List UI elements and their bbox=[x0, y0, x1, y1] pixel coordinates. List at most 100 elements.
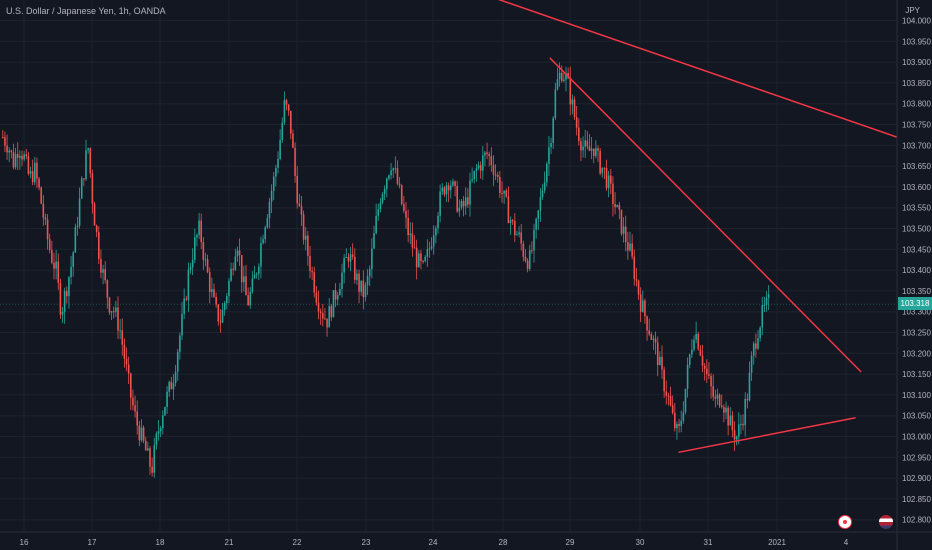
candle-body bbox=[582, 146, 584, 151]
candle-body bbox=[285, 100, 288, 105]
y-tick-label: 103.200 bbox=[902, 349, 931, 358]
candle-body bbox=[595, 148, 597, 156]
candle-body bbox=[298, 203, 301, 206]
x-tick-label: 2021 bbox=[768, 538, 786, 547]
candle-body bbox=[368, 269, 371, 277]
candle-body bbox=[223, 302, 226, 310]
candle-body bbox=[467, 197, 469, 205]
candle-body bbox=[215, 296, 217, 305]
candle-body bbox=[345, 257, 348, 259]
candle-body bbox=[422, 260, 424, 262]
candle-body bbox=[379, 202, 382, 210]
candle-body bbox=[428, 248, 431, 250]
candle-body bbox=[140, 427, 143, 441]
candle-body bbox=[341, 272, 343, 289]
candle-body bbox=[377, 209, 380, 217]
candle-body bbox=[503, 190, 505, 194]
candle-body bbox=[142, 427, 145, 441]
y-tick-label: 103.100 bbox=[902, 391, 931, 400]
candle-body bbox=[752, 343, 755, 356]
candle-body bbox=[83, 178, 85, 180]
candle-body bbox=[644, 300, 646, 317]
candle-body bbox=[277, 158, 279, 168]
candle-body bbox=[354, 256, 356, 280]
candle-body bbox=[319, 311, 322, 314]
candle-body bbox=[179, 335, 181, 352]
y-tick-label: 102.800 bbox=[902, 516, 931, 525]
candle-body bbox=[166, 391, 168, 407]
candle-body bbox=[10, 150, 13, 153]
candle-body bbox=[733, 430, 736, 440]
candle-body bbox=[136, 411, 138, 426]
candle-body bbox=[386, 178, 388, 189]
candle-body bbox=[351, 254, 354, 257]
candle-body bbox=[676, 423, 678, 429]
candle-body bbox=[597, 148, 599, 151]
candle-body bbox=[486, 152, 488, 154]
candle-body bbox=[147, 448, 149, 451]
candle-body bbox=[398, 183, 401, 186]
candle-body bbox=[196, 235, 198, 238]
candle-body bbox=[155, 433, 158, 446]
us-flag-icon[interactable] bbox=[879, 515, 893, 529]
candle-body bbox=[629, 243, 631, 251]
y-tick-label: 103.000 bbox=[902, 433, 931, 442]
y-tick-label: 103.850 bbox=[902, 79, 931, 88]
candle-body bbox=[731, 415, 734, 431]
candle-body bbox=[539, 197, 542, 211]
candle-body bbox=[712, 386, 714, 397]
candle-body bbox=[202, 242, 205, 260]
candle-body bbox=[464, 197, 467, 207]
candle-body bbox=[475, 168, 478, 171]
candle-body bbox=[266, 218, 269, 228]
y-tick-label: 103.150 bbox=[902, 370, 931, 379]
candle-body bbox=[437, 215, 439, 229]
candle-body bbox=[554, 89, 557, 118]
candle-body bbox=[110, 311, 113, 313]
candle-body bbox=[23, 154, 25, 160]
trendline-3 bbox=[678, 417, 856, 454]
candle-body bbox=[430, 246, 433, 249]
y-tick-label: 104.000 bbox=[902, 17, 931, 26]
candle-body bbox=[366, 276, 369, 285]
candle-body bbox=[72, 252, 74, 267]
x-tick-label: 16 bbox=[20, 538, 29, 547]
candle-body bbox=[603, 167, 606, 169]
candle-body bbox=[34, 162, 36, 183]
candle-body bbox=[708, 374, 710, 376]
candle-body bbox=[66, 290, 68, 297]
candle-body bbox=[134, 405, 136, 412]
candle-body bbox=[336, 295, 339, 300]
x-tick-label: 29 bbox=[566, 538, 575, 547]
y-tick-label: 102.900 bbox=[902, 474, 931, 483]
candle-body bbox=[584, 140, 586, 147]
candle-body bbox=[727, 407, 729, 426]
candle-body bbox=[328, 306, 330, 328]
candle-body bbox=[620, 209, 623, 234]
candle-body bbox=[524, 256, 527, 261]
x-tick-label: 21 bbox=[225, 538, 234, 547]
y-tick-label: 103.350 bbox=[902, 287, 931, 296]
candle-body bbox=[518, 232, 520, 235]
candle-body bbox=[275, 167, 277, 177]
candle-body bbox=[12, 152, 15, 168]
candle-body bbox=[189, 267, 192, 270]
candle-body bbox=[682, 412, 685, 421]
candle-body bbox=[492, 165, 495, 175]
candle-body bbox=[528, 250, 531, 269]
y-tick-label: 103.600 bbox=[902, 183, 931, 192]
candle-body bbox=[162, 415, 164, 429]
candle-body bbox=[531, 250, 533, 252]
ideas-icon[interactable] bbox=[838, 515, 852, 529]
candle-body bbox=[560, 72, 563, 82]
candle-body bbox=[663, 369, 665, 392]
candle-body bbox=[575, 116, 578, 128]
candle-body bbox=[607, 175, 610, 189]
candle-body bbox=[550, 142, 552, 148]
candle-body bbox=[720, 405, 723, 408]
candle-body bbox=[307, 235, 309, 256]
candle-body bbox=[443, 187, 446, 195]
candle-body bbox=[14, 153, 17, 168]
